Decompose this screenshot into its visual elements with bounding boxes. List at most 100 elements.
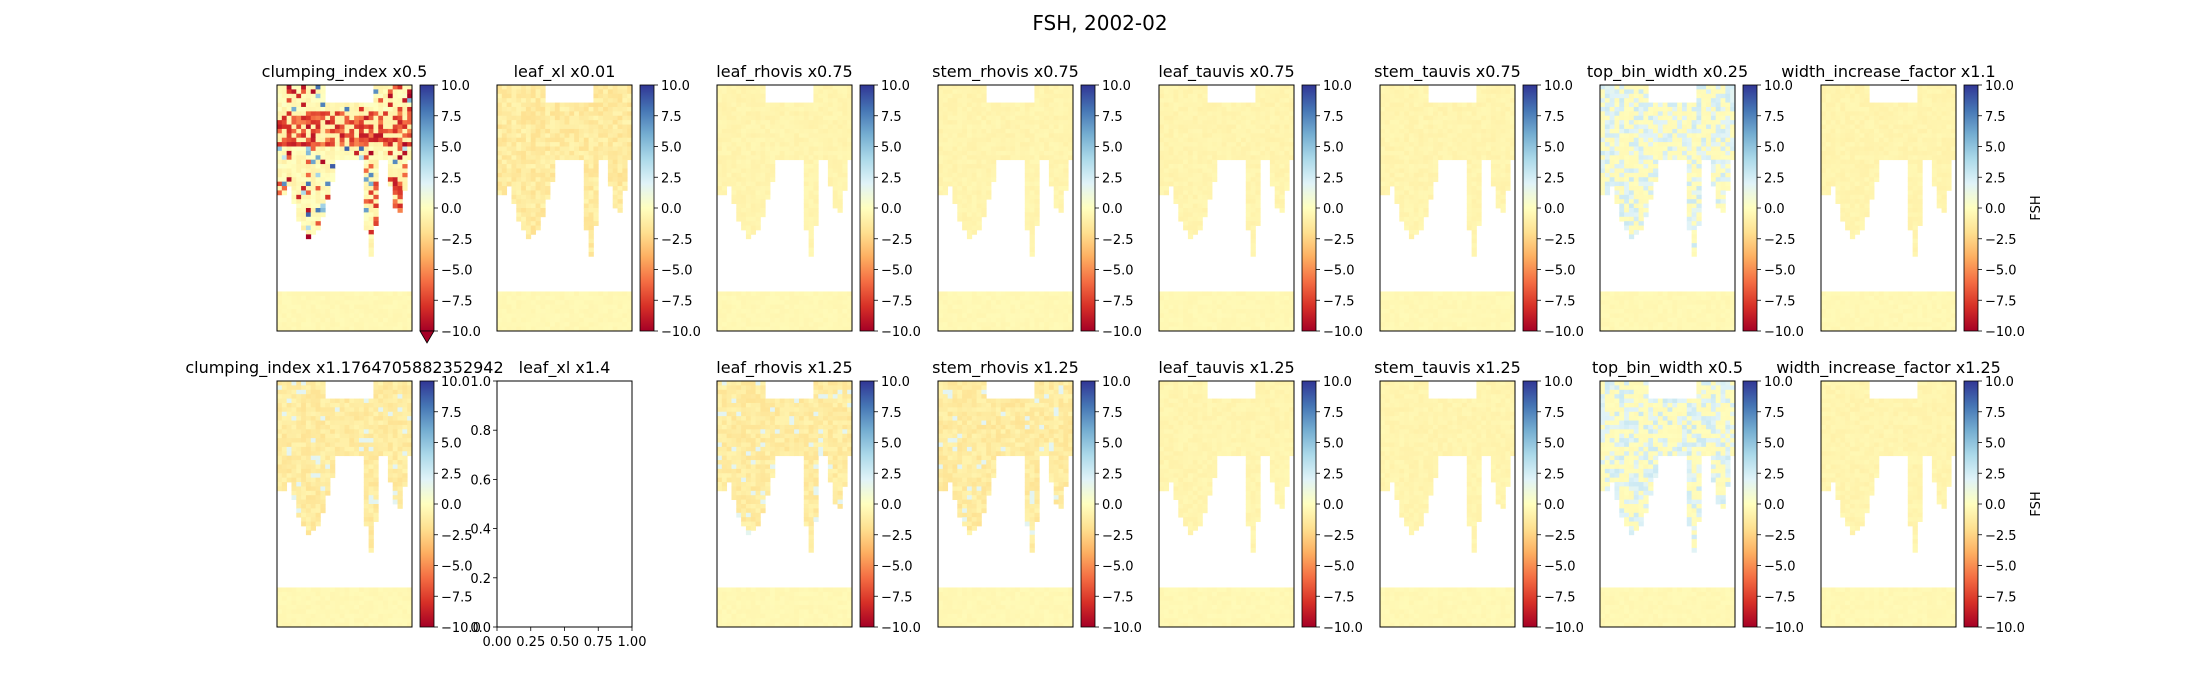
- heatmap-cells: [277, 381, 413, 628]
- subplot-stem-tauvis-x1-25: stem_tauvis x1.25 10.0 7.5 5.0 2.5 0.0 −2.5 −5.…: [1374, 358, 1584, 636]
- heatmap-cells: [717, 381, 853, 628]
- subplot-clumping-index-x0-5: clumping_index x0.5 10.0 7.5 5.0 2.5 0.0 −2.5 −…: [262, 62, 481, 344]
- colorbar-tick-label: 5.0: [441, 437, 462, 452]
- colorbar-tick-label: −2.5: [1544, 233, 1576, 248]
- colorbar-tick-label: 0.0: [1102, 498, 1123, 513]
- subplot-title: clumping_index x0.5: [262, 62, 428, 82]
- colorbar-tick-label: 10.0: [1764, 79, 1793, 94]
- colorbar-bar: [1080, 84, 1096, 332]
- colorbar-tick-label: 0.0: [881, 202, 902, 217]
- colorbar-tick-label: −5.0: [441, 560, 473, 575]
- colorbar-tick-label: −10.0: [1544, 621, 1584, 636]
- y-tick-label: 1.0: [470, 375, 491, 390]
- axes-frame: [1599, 84, 1736, 332]
- colorbar-tick-label: 2.5: [1544, 467, 1565, 482]
- y-tick-label: 0.2: [470, 572, 491, 587]
- colorbar-bar: [859, 84, 875, 332]
- colorbar-tick-label: 2.5: [881, 467, 902, 482]
- subplot-leaf-tauvis-x0-75: leaf_tauvis x0.75 10.0 7.5 5.0 2.5 0.0 −2.5 −5.…: [1158, 62, 1363, 340]
- colorbar-tick-label: 2.5: [1102, 467, 1123, 482]
- subplot-title: stem_rhovis x1.25: [932, 358, 1079, 378]
- colorbar-tick-label: −2.5: [1102, 529, 1134, 544]
- colorbar-tick-label: −5.0: [661, 264, 693, 279]
- axes-frame: [1820, 380, 1957, 628]
- axes-frame: [716, 380, 853, 628]
- colorbar-tick-label: 7.5: [1323, 110, 1344, 125]
- colorbar-tick-label: 5.0: [1323, 141, 1344, 156]
- axes-frame: [937, 380, 1074, 628]
- colorbar-tick-label: −5.0: [441, 264, 473, 279]
- colorbar-tick-label: −10.0: [1323, 621, 1363, 636]
- colorbar-tick-label: 0.0: [1102, 202, 1123, 217]
- colorbar-bar: [639, 84, 655, 332]
- heatmap-cells: [1821, 381, 1957, 628]
- colorbar-tick-label: −10.0: [1102, 325, 1142, 340]
- colorbar-tick-label: 5.0: [1764, 437, 1785, 452]
- colorbar-tick-label: 2.5: [1544, 171, 1565, 186]
- x-tick-label: 1.00: [618, 635, 647, 650]
- heatmap-cells: [497, 85, 633, 332]
- y-tick-label: 0.6: [470, 473, 491, 488]
- subplot-top-bin-width-x0-25: top_bin_width x0.25 10.0 7.5 5.0 2.5 0.0 −2.5 −…: [1587, 62, 1804, 340]
- subplot-top-bin-width-x0-5: top_bin_width x0.5 10.0 7.5 5.0 2.5 0.0 −2.5 −5…: [1592, 358, 1804, 636]
- colorbar-tick-label: 10.0: [1764, 375, 1793, 390]
- colorbar-tick-label: 7.5: [661, 110, 682, 125]
- colorbar-tick-label: 0.0: [1764, 202, 1785, 217]
- colorbar-tick-label: 7.5: [1985, 406, 2006, 421]
- axes-frame: [937, 84, 1074, 332]
- colorbar-tick-label: −10.0: [881, 325, 921, 340]
- colorbar-tick-label: 5.0: [881, 437, 902, 452]
- subplot-title: leaf_rhovis x0.75: [716, 62, 852, 82]
- colorbar-tick-label: −7.5: [441, 294, 473, 309]
- colorbar-tick-label: −5.0: [1323, 560, 1355, 575]
- colorbar-tick-label: 7.5: [1985, 110, 2006, 125]
- colorbar-tick-label: −2.5: [1323, 529, 1355, 544]
- colorbar-tick-label: −2.5: [441, 529, 473, 544]
- colorbar-tick-label: 7.5: [1102, 406, 1123, 421]
- empty-axes-frame: [496, 380, 633, 628]
- axes-frame: [496, 84, 633, 332]
- subplot-stem-tauvis-x0-75: stem_tauvis x0.75 10.0 7.5 5.0 2.5 0.0 −2.5 −5.…: [1374, 62, 1584, 340]
- subplot-leaf-rhovis-x1-25: leaf_rhovis x1.25 10.0 7.5 5.0 2.5 0.0 −2.5 −5.…: [716, 358, 921, 636]
- heatmap-cells: [1380, 85, 1516, 332]
- colorbar-tick-label: 7.5: [1323, 406, 1344, 421]
- subplot-title: leaf_xl x0.01: [514, 62, 616, 82]
- colorbar-tick-label: 0.0: [1764, 498, 1785, 513]
- colorbar-tick-label: −7.5: [661, 294, 693, 309]
- colorbar-bar: [1963, 380, 1979, 628]
- colorbar-tick-label: 10.0: [1985, 375, 2014, 390]
- subplot-stem-rhovis-x1-25: stem_rhovis x1.25 10.0 7.5 5.0 2.5 0.0 −2.5 −5.…: [932, 358, 1142, 636]
- axes-frame: [1379, 84, 1516, 332]
- colorbar-tick-label: −5.0: [1764, 560, 1796, 575]
- axes-frame: [716, 84, 853, 332]
- colorbar-label: FSH: [2029, 195, 2044, 220]
- colorbar-tick-label: −5.0: [1323, 264, 1355, 279]
- colorbar-tick-label: −7.5: [1985, 294, 2017, 309]
- colorbar-tick-label: 10.0: [1102, 375, 1131, 390]
- colorbar-tick-label: 7.5: [441, 110, 462, 125]
- colorbar-tick-label: 0.0: [881, 498, 902, 513]
- colorbar-tick-label: −5.0: [881, 264, 913, 279]
- colorbar-tick-label: −2.5: [1985, 529, 2017, 544]
- colorbar-tick-label: −2.5: [1985, 233, 2017, 248]
- colorbar-tick-label: −2.5: [661, 233, 693, 248]
- colorbar-label: FSH: [2029, 491, 2044, 516]
- heatmap-cells: [938, 381, 1074, 628]
- colorbar-tick-label: −10.0: [1323, 325, 1363, 340]
- subplot-title: leaf_tauvis x0.75: [1158, 62, 1294, 82]
- colorbar-tick-label: 5.0: [441, 141, 462, 156]
- axes-frame: [1158, 380, 1295, 628]
- heatmap-cells: [277, 85, 413, 332]
- colorbar-tick-label: 2.5: [1323, 467, 1344, 482]
- colorbar-tick-label: 7.5: [1764, 110, 1785, 125]
- colorbar-tick-label: −10.0: [441, 621, 481, 636]
- colorbar-tick-label: 10.0: [1985, 79, 2014, 94]
- colorbar-tick-label: −7.5: [1764, 590, 1796, 605]
- colorbar-tick-label: 7.5: [1102, 110, 1123, 125]
- colorbar-tick-label: 5.0: [661, 141, 682, 156]
- axes-frame: [1379, 380, 1516, 628]
- colorbar-tick-label: −5.0: [1764, 264, 1796, 279]
- y-tick-label: 0.8: [470, 424, 491, 439]
